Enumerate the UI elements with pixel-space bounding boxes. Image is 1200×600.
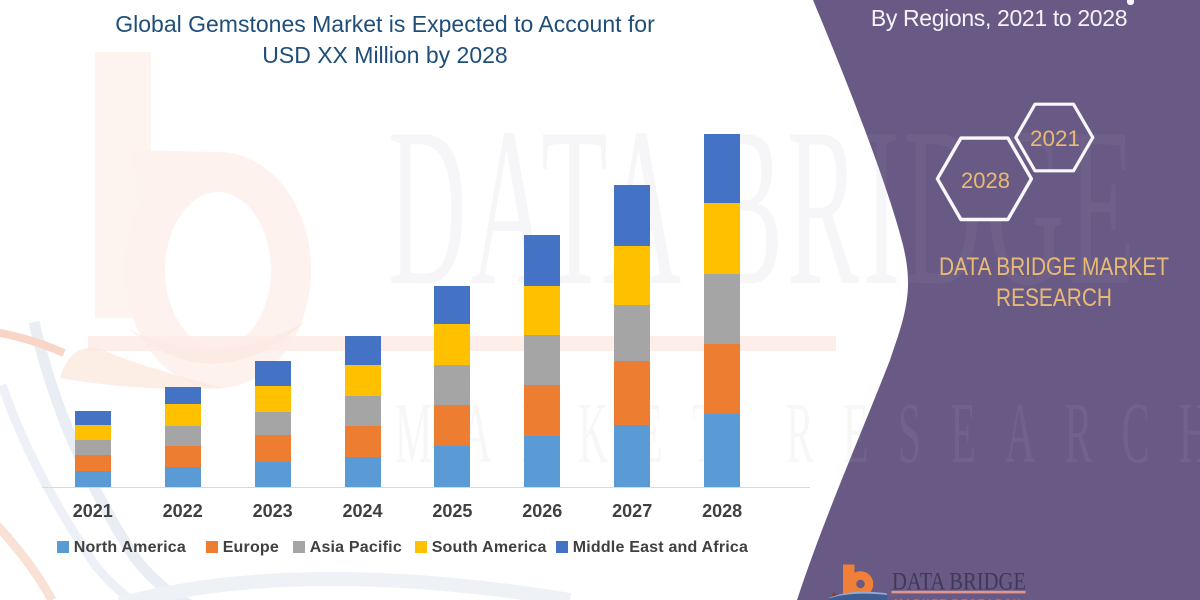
svg-text:MARKET RESEARCH: MARKET RESEARCH [894, 596, 1022, 600]
svg-text:2028: 2028 [961, 168, 1010, 193]
svg-text:2021: 2021 [1030, 126, 1080, 151]
